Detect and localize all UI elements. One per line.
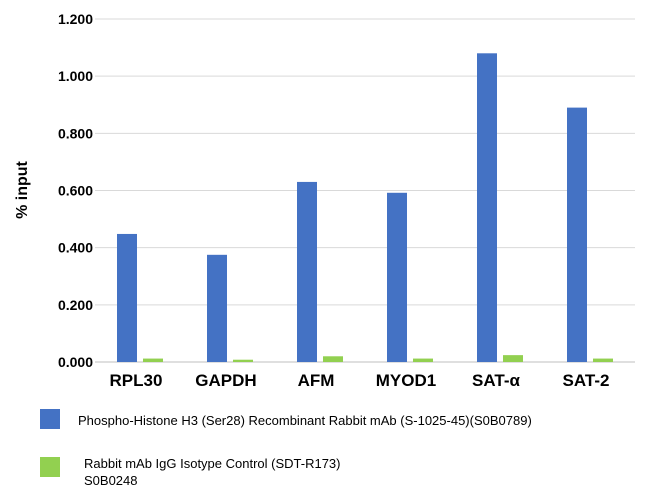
y-tick-labels: 0.000 0.200 0.400 0.600 0.800 1.000 1.200: [58, 11, 93, 370]
bar-series-1-gapdh: [207, 254, 227, 362]
bar-series-2-gapdh: [233, 359, 253, 362]
bar-series-1-afm: [297, 181, 317, 362]
legend-swatch-series-2: [40, 457, 60, 477]
y-axis-label: % input: [14, 160, 31, 218]
bar-series-2-rpl30: [143, 358, 163, 362]
bar-series-1-sat-α: [477, 53, 497, 363]
bar-series-1-sat-2: [567, 107, 587, 362]
legend-label-series-2-line-1: Rabbit mAb IgG Isotype Control (SDT-R173…: [84, 456, 341, 471]
bar-series-2-sat-α: [503, 355, 523, 362]
x-tick-labels: RPL30 GAPDH AFM MYOD1 SAT-α SAT-2: [110, 371, 610, 390]
y-tick-label: 0.200: [58, 297, 93, 313]
legend-label-series-1: Phospho-Histone H3 (Ser28) Recombinant R…: [78, 413, 532, 428]
bar-series-2-sat-2: [593, 358, 613, 362]
y-tick-label: 0.400: [58, 240, 93, 256]
bar-series-1-rpl30: [117, 233, 137, 362]
y-tick-label: 0.000: [58, 354, 93, 370]
legend-swatch-series-1: [40, 409, 60, 429]
x-tick-label: SAT-α: [472, 371, 520, 390]
bar-series-1-myod1: [387, 192, 407, 362]
bar-series-2-myod1: [413, 358, 433, 362]
x-tick-label: AFM: [298, 371, 335, 390]
gridlines: [95, 18, 635, 363]
y-tick-label: 1.200: [58, 11, 93, 27]
bars: [117, 53, 613, 363]
x-tick-label: MYOD1: [376, 371, 436, 390]
legend: Phospho-Histone H3 (Ser28) Recombinant R…: [40, 405, 640, 495]
bar-series-2-afm: [323, 356, 343, 362]
x-tick-label: GAPDH: [195, 371, 256, 390]
legend-label-series-2-line-2: S0B0248: [84, 473, 138, 488]
x-tick-label: RPL30: [110, 371, 163, 390]
x-tick-label: SAT-2: [563, 371, 610, 390]
y-tick-label: 1.000: [58, 68, 93, 84]
y-tick-label: 0.600: [58, 183, 93, 199]
y-tick-label: 0.800: [58, 125, 93, 141]
